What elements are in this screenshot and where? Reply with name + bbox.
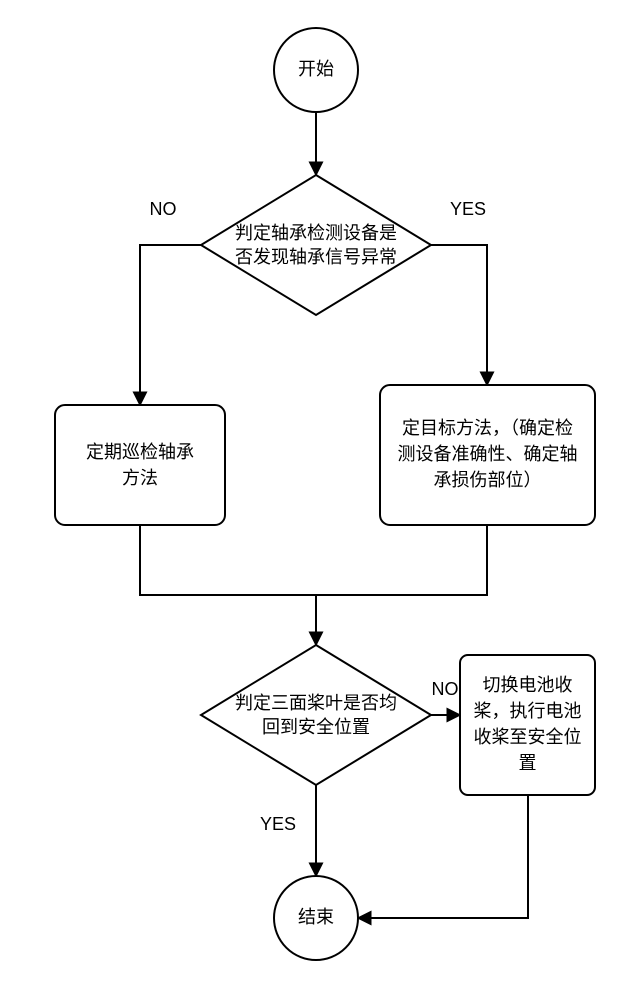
edge-label-no1: NO: [150, 199, 177, 219]
decision2-node: 判定三面桨叶是否均 回到安全位置: [201, 645, 431, 785]
edge-label-no2: NO: [432, 679, 459, 699]
process-right-line3: 承损伤部位）: [434, 470, 542, 490]
start-label: 开始: [298, 59, 334, 79]
edge: [140, 525, 316, 645]
decision1-line1: 判定轴承检测设备是: [235, 223, 397, 243]
process-battery-line2: 桨，执行电池: [474, 701, 582, 721]
process-battery-node: 切换电池收 桨，执行电池 收桨至安全位 置: [460, 655, 595, 795]
process-left-node: 定期巡检轴承 方法: [55, 405, 225, 525]
decision2-line1: 判定三面桨叶是否均: [235, 693, 397, 713]
end-label: 结束: [298, 907, 334, 927]
edge: [431, 245, 487, 385]
start-node: 开始: [274, 28, 358, 112]
process-battery-line1: 切换电池收: [483, 675, 573, 695]
decision1-line2: 否发现轴承信号异常: [235, 247, 397, 267]
edge: [358, 795, 528, 918]
process-right-line1: 定目标方法，（确定检: [402, 418, 573, 438]
end-node: 结束: [274, 876, 358, 960]
process-battery-line3: 收桨至安全位: [474, 727, 582, 747]
decision1-node: 判定轴承检测设备是 否发现轴承信号异常: [201, 175, 431, 315]
process-left-line1: 定期巡检轴承: [86, 442, 194, 462]
edge-label-yes2: YES: [260, 814, 296, 834]
process-battery-line4: 置: [519, 753, 537, 773]
edge: [316, 525, 487, 645]
process-right-node: 定目标方法，（确定检 测设备准确性、确定轴 承损伤部位）: [380, 385, 595, 525]
edge-label-yes1: YES: [450, 199, 486, 219]
process-left-line2: 方法: [122, 468, 158, 488]
process-right-line2: 测设备准确性、确定轴: [398, 444, 578, 464]
decision2-line2: 回到安全位置: [262, 717, 370, 737]
edge: [140, 245, 201, 405]
